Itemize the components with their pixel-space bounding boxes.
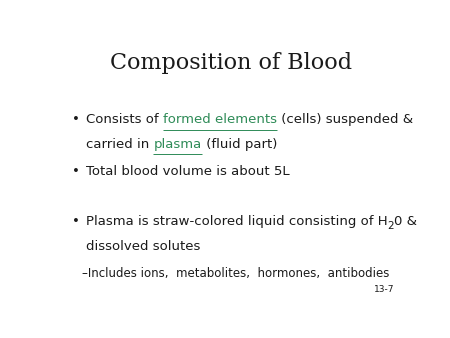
Text: 0 &: 0 & — [394, 215, 417, 228]
Text: –Includes ions,  metabolites,  hormones,  antibodies: –Includes ions, metabolites, hormones, a… — [82, 267, 390, 280]
Text: Consists of: Consists of — [86, 114, 163, 126]
Text: •: • — [72, 165, 80, 178]
Text: plasma: plasma — [153, 138, 202, 151]
Text: Composition of Blood: Composition of Blood — [109, 52, 352, 74]
Text: dissolved solutes: dissolved solutes — [86, 240, 200, 252]
Text: carried in: carried in — [86, 138, 153, 151]
Text: 2: 2 — [387, 220, 394, 231]
Text: •: • — [72, 215, 80, 228]
Text: formed elements: formed elements — [163, 114, 277, 126]
Text: (fluid part): (fluid part) — [202, 138, 277, 151]
Text: •: • — [72, 114, 80, 126]
Text: (cells) suspended &: (cells) suspended & — [277, 114, 413, 126]
Text: Plasma is straw-colored liquid consisting of H: Plasma is straw-colored liquid consistin… — [86, 215, 387, 228]
Text: Total blood volume is about 5L: Total blood volume is about 5L — [86, 165, 289, 178]
Text: 13-7: 13-7 — [374, 285, 395, 294]
